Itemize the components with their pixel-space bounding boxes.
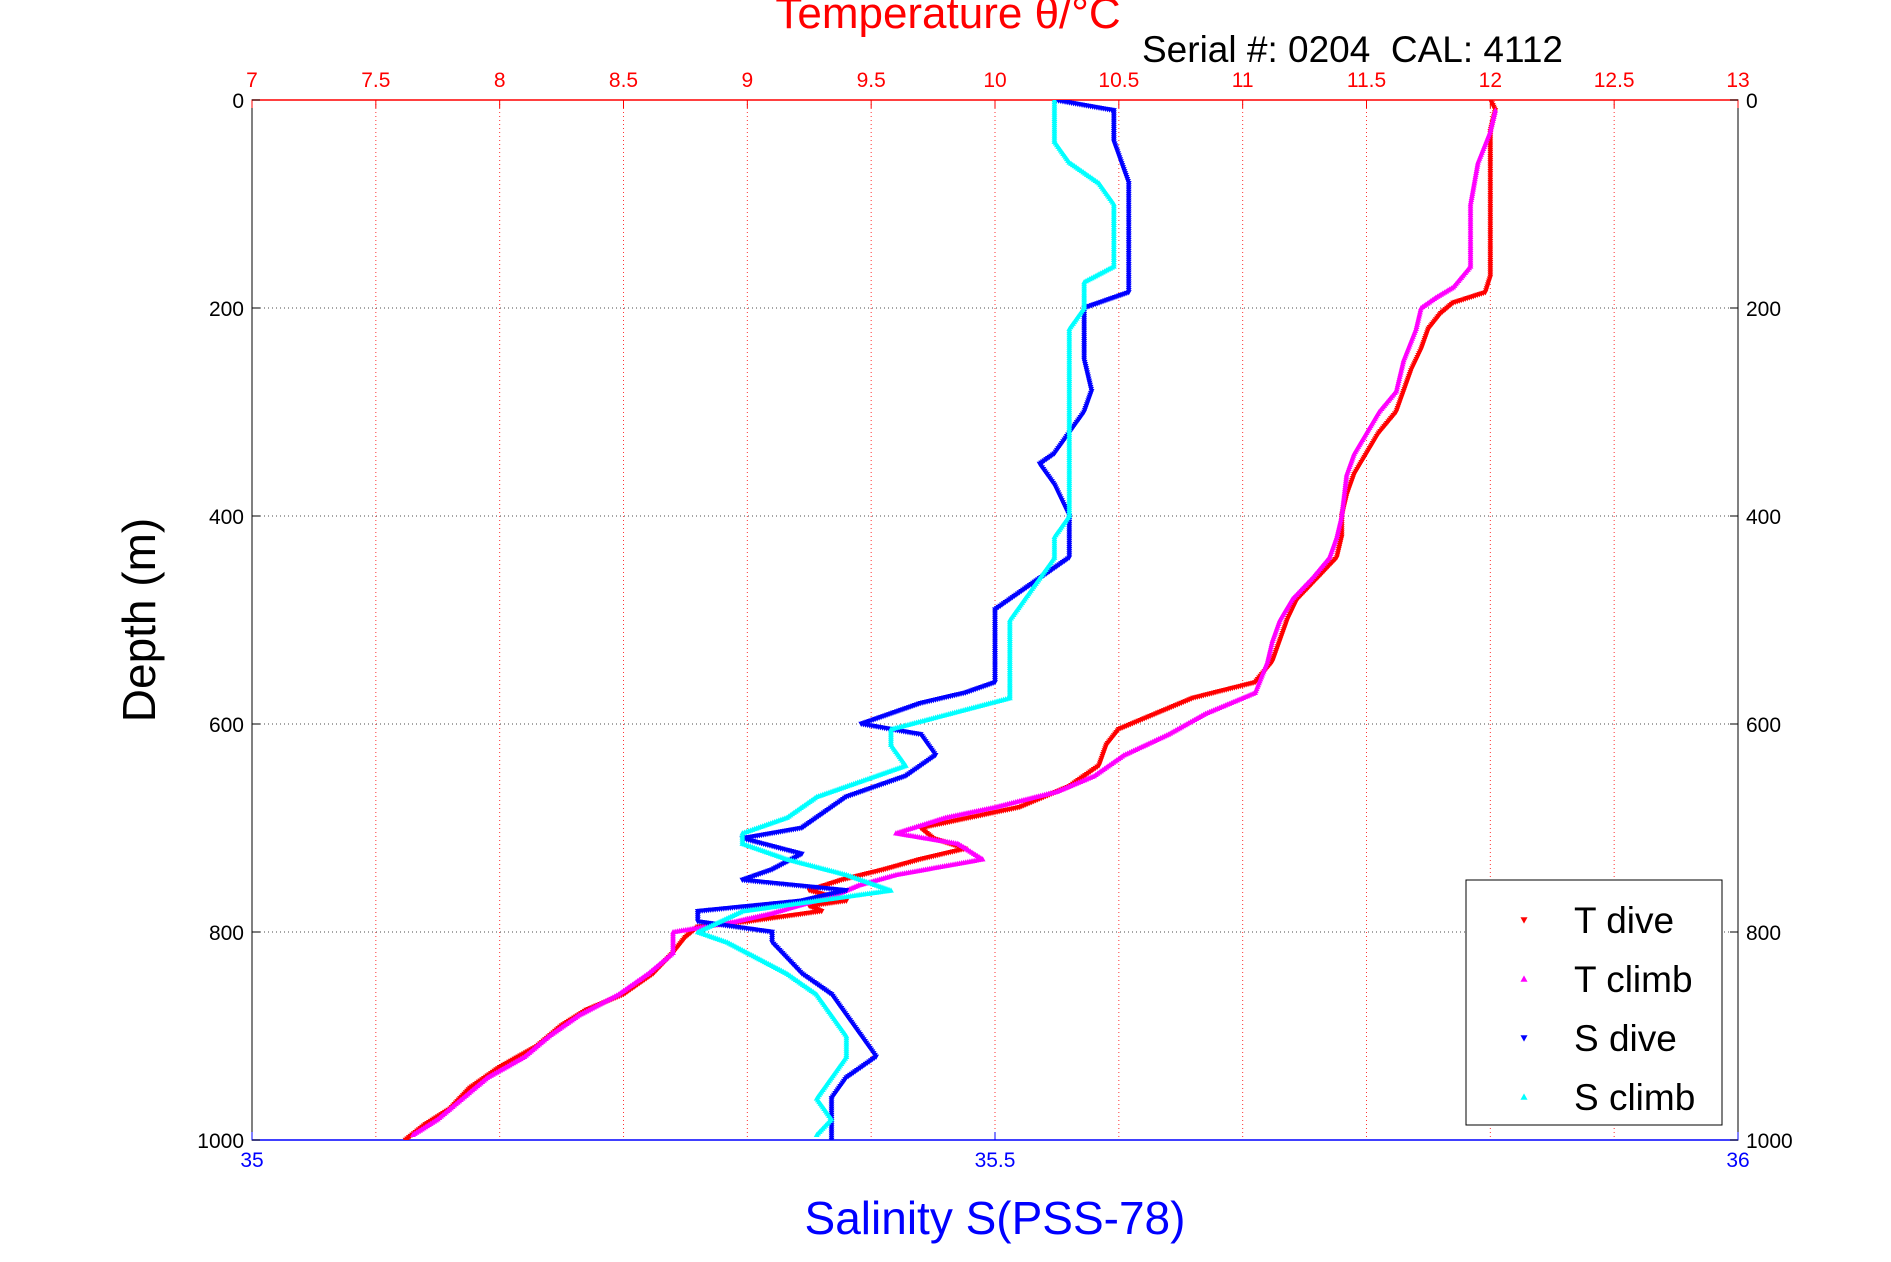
top-tick-label: 9 [741,69,753,92]
top-tick-label: 13 [1726,69,1749,92]
series-t-climb [410,107,1499,1138]
legend-marker [1520,1093,1528,1100]
data-point [410,1131,416,1138]
left-tick-label: 0 [232,90,244,113]
legend-marker [1520,1035,1528,1042]
top-tick-label: 8 [494,69,506,92]
left-tick-label: 400 [209,506,244,529]
series-s-dive [694,100,1132,1140]
legend-label: S dive [1574,1018,1677,1059]
data-point [828,1137,835,1140]
left-tick-label: 1000 [197,1130,244,1153]
data-point [813,1131,820,1138]
legend-box [1465,879,1723,1126]
data-series [402,100,1499,1140]
series-t-dive [402,100,1499,1140]
right-tick-label: 0 [1746,90,1758,113]
right-tick-label: 1000 [1746,1130,1793,1153]
legend-marker [1520,975,1528,982]
right-tick-label: 600 [1746,714,1781,737]
chart-subtitle: Serial #: 0204 CAL: 4112 [1142,29,1563,70]
series-s-climb [694,100,1117,1138]
legend-label: S climb [1574,1077,1695,1118]
legend-label: T climb [1574,959,1693,1000]
top-tick-label: 9.5 [857,69,886,92]
top-tick-label: 11 [1232,69,1254,92]
left-tick-label: 200 [209,298,244,321]
top-tick-label: 7.5 [361,69,390,92]
top-tick-label: 11.5 [1347,69,1386,92]
left-tick-label: 600 [209,714,244,737]
y-axis-label: Depth (m) [113,518,165,722]
top-tick-label: 12.5 [1594,69,1635,92]
top-tick-label: 10.5 [1098,69,1139,92]
right-tick-label: 400 [1746,506,1781,529]
left-tick-label: 800 [209,922,244,945]
right-tick-label: 200 [1746,298,1781,321]
legend-label: T dive [1574,900,1674,941]
top-tick-label: 10 [983,69,1006,92]
legend-marker [1520,917,1528,924]
data-point [402,1137,409,1140]
bottom-tick-label: 35 [240,1149,263,1172]
right-tick-label: 800 [1746,922,1781,945]
legend: T dive T climb S dive S climb [1465,879,1723,1126]
bottom-tick-label: 35.5 [975,1149,1016,1172]
top-tick-label: 12 [1479,69,1502,92]
x-axis-label: Salinity S(PSS-78) [805,1192,1186,1244]
top-tick-label: 8.5 [609,69,638,92]
bottom-tick-label: 36 [1726,1149,1749,1172]
top-tick-label: 7 [246,69,258,92]
chart-title: Temperature θ/°C [775,0,1120,38]
